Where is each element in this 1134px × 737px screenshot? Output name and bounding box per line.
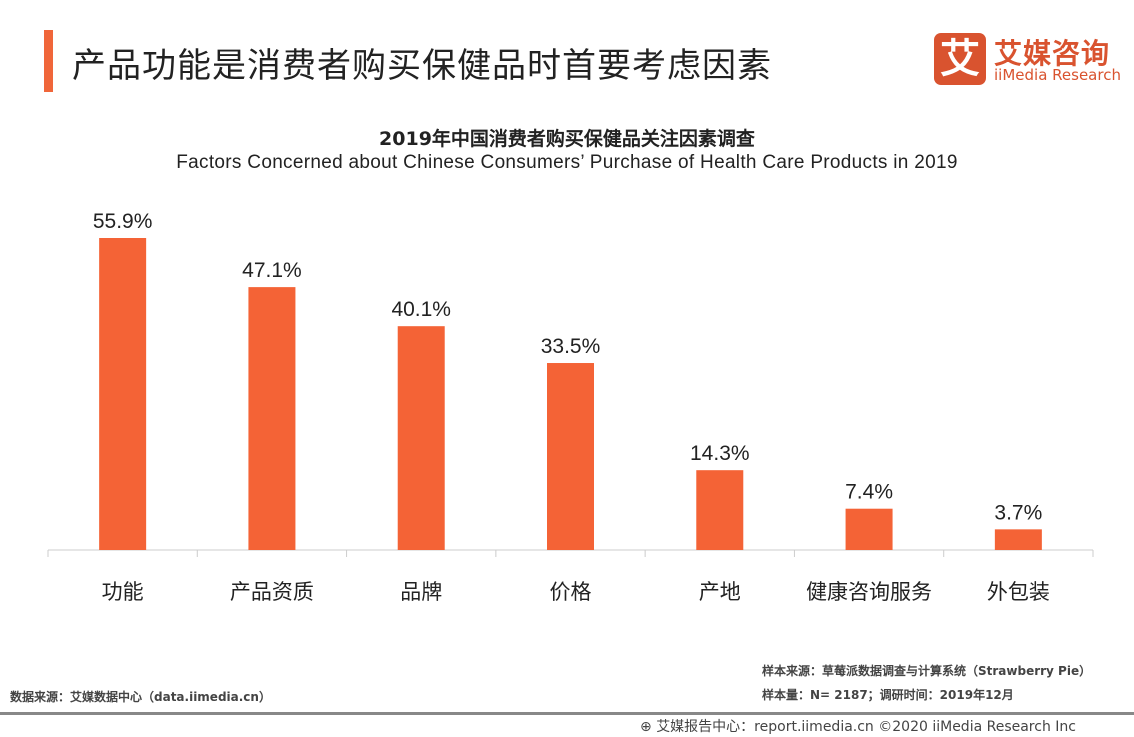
bar (248, 287, 296, 550)
category-label: 产地 (699, 580, 741, 604)
chart-subtitle: Factors Concerned about Chinese Consumer… (176, 152, 958, 173)
chart-title: 2019年中国消费者购买保健品关注因素调查 (379, 128, 755, 150)
category-label: 价格 (550, 580, 592, 604)
data-label: 7.4% (845, 481, 893, 504)
globe-icon: ⊕ (640, 719, 657, 735)
report-text: 艾媒报告中心：report.iimedia.cn ©2020 iiMedia R… (656, 719, 1076, 735)
category-label: 功能 (102, 580, 144, 604)
bar (99, 238, 147, 550)
page-title: 产品功能是消费者购买保健品时首要考虑因素 (72, 46, 772, 86)
category-label: 健康咨询服务 (806, 580, 932, 604)
data-label: 33.5% (541, 335, 601, 358)
bar (397, 326, 445, 550)
footer-divider (0, 712, 1134, 715)
bar (547, 363, 594, 550)
logo-mark: 艾 (934, 33, 986, 85)
bar (845, 508, 893, 550)
logo-en: iiMedia Research (994, 66, 1121, 84)
logo-cn: 艾媒咨询 (994, 37, 1111, 70)
title-accent-bar (44, 30, 53, 92)
sample-source: 样本来源：草莓派数据调查与计算系统（Strawberry Pie） (762, 664, 1092, 678)
data-label: 47.1% (242, 259, 302, 282)
data-label: 3.7% (994, 501, 1042, 524)
report-credit: ⊕ 艾媒报告中心：report.iimedia.cn ©2020 iiMedia… (640, 716, 1076, 736)
data-source: 数据来源：艾媒数据中心（data.iimedia.cn） (10, 690, 271, 704)
bar (696, 470, 744, 550)
data-label: 14.3% (690, 442, 750, 465)
category-label: 品牌 (400, 580, 442, 604)
data-label: 40.1% (391, 298, 451, 321)
sample-size: 样本量：N= 2187；调研时间：2019年12月 (762, 688, 1014, 702)
bar (994, 529, 1042, 550)
data-label: 55.9% (93, 210, 153, 233)
category-label: 产品资质 (230, 580, 314, 604)
bar-chart: 55.9% 功能 47.1% 产品资质 40.1% 品牌 33.5% 价格 14.3% 产地 7.4… (47, 210, 1094, 604)
category-label: 外包装 (987, 580, 1050, 604)
